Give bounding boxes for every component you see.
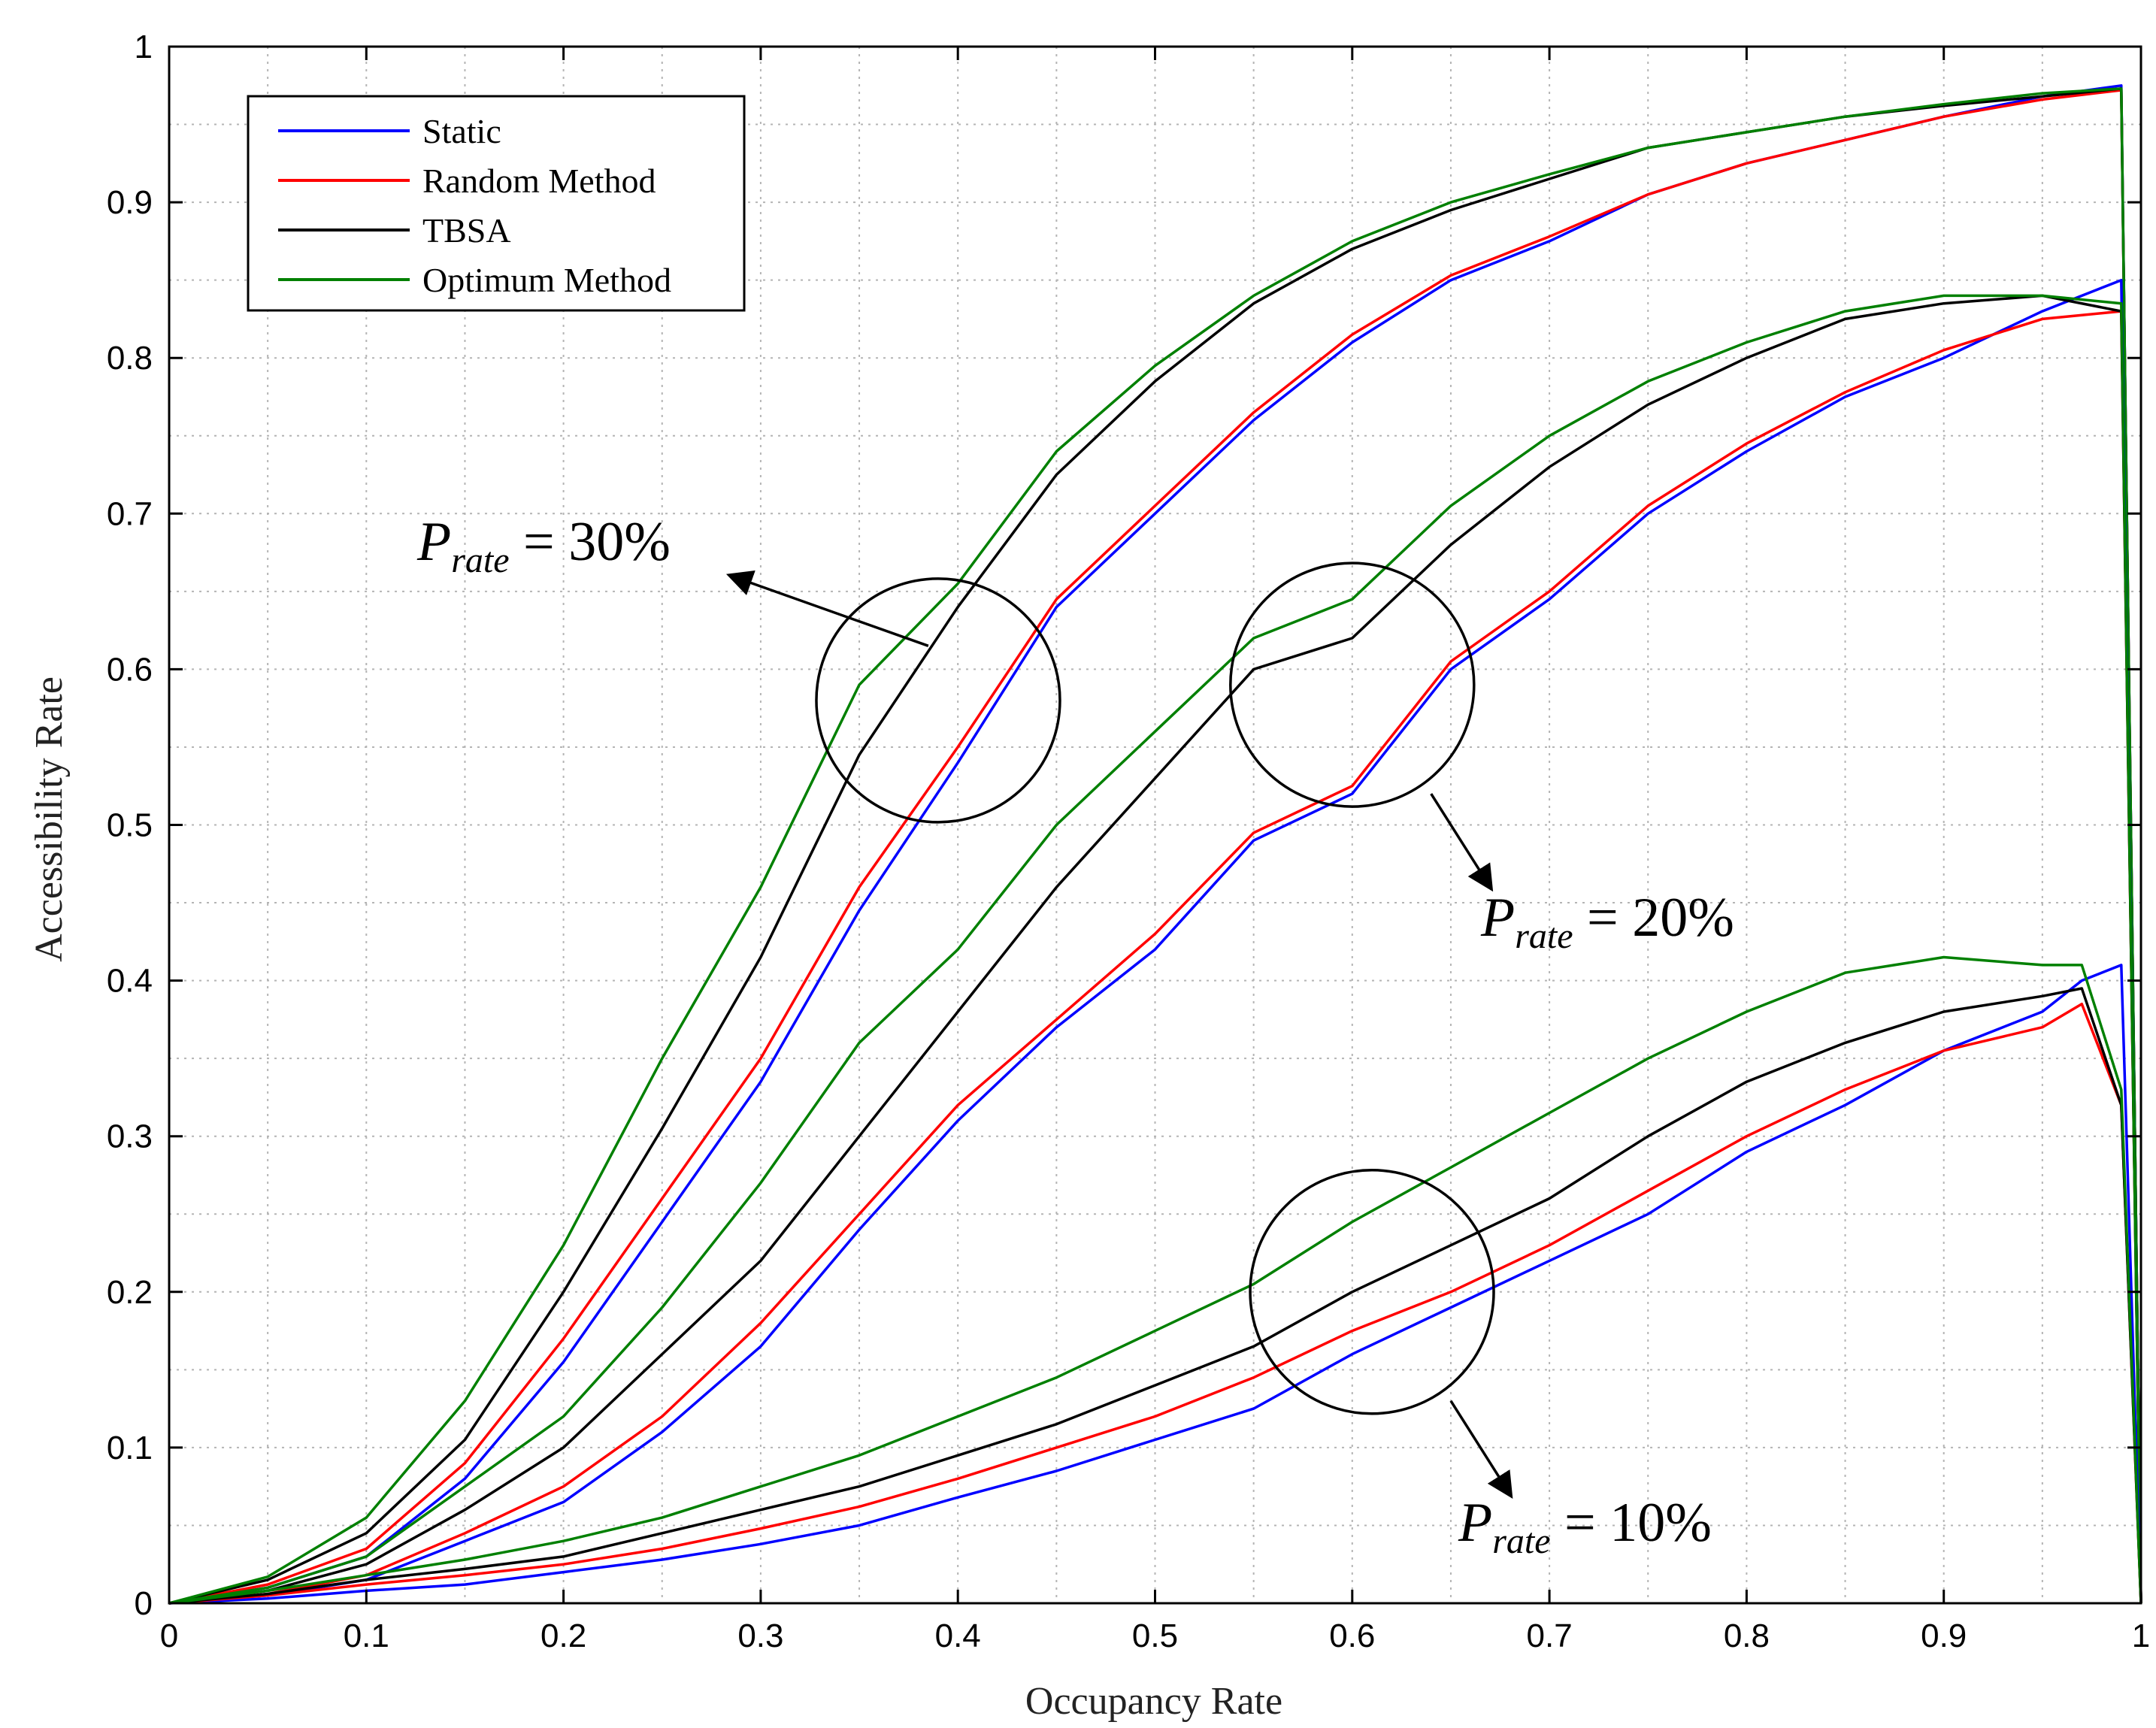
x-tick-label: 1 [2132,1618,2150,1654]
legend-label: Static [422,112,501,150]
series-line-random-method-group-1 [168,89,2142,1605]
series-line-tbsa-group-2 [168,294,2142,1605]
series-line-optimum-method-group-2 [168,294,2142,1605]
highlight-circle [1229,561,1476,808]
annotation-subscript: rate [1492,1521,1550,1561]
x-tick-label: 0.1 [344,1618,389,1654]
y-tick-label: 0.7 [107,495,153,532]
legend-label: Random Method [422,162,656,200]
y-tick-label: 0 [135,1585,153,1622]
annotation-value: = 10% [1551,1492,1712,1554]
x-tick-label: 0.3 [737,1618,783,1654]
annotation-p: P [1458,1492,1492,1554]
x-tick-label: 0.5 [1132,1618,1178,1654]
annotation-p: P [1480,887,1515,949]
annotation-arrow [725,570,929,647]
y-tick-label: 0.4 [107,963,153,1000]
y-tick-label: 0.3 [107,1118,153,1155]
ticks: 0 0.1 0.2 0.3 0.4 0.5 0.6 0.7 0.8 0.9 1 0 0.1 0.2 0.3 0… [107,29,2150,1654]
annotation-arrow [1449,1400,1513,1499]
legend-label: Optimum Method [422,261,671,299]
x-tick-label: 0 [160,1618,178,1654]
x-tick-label: 0.4 [935,1618,981,1654]
y-tick-label: 0.9 [107,184,153,221]
series-line-random-method-group-2 [168,310,2142,1605]
legend-label: TBSA [422,211,511,250]
annotation-label: Prate = 10% [1458,1492,1712,1561]
annotation-subscript: rate [451,540,509,580]
y-axis-label: Accessibility Rate [28,676,71,962]
series-layer [168,84,2142,1605]
x-axis-label: Occupancy Rate [1025,1680,1282,1723]
series-line-static-group-3 [168,964,2142,1605]
x-tick-label: 0.6 [1329,1618,1375,1654]
highlight-circle [1249,1169,1495,1415]
legend: Static Random Method TBSA Optimum Method [247,95,746,312]
annotation-subscript: rate [1515,916,1573,956]
y-tick-label: 0.1 [107,1430,153,1466]
annotation-label: Prate = 30% [416,511,671,580]
x-tick-label: 0.9 [1921,1618,1967,1654]
y-tick-label: 0.2 [107,1274,153,1311]
series-line-static-group-2 [168,278,2142,1605]
highlight-circle [815,577,1061,824]
grid [169,47,2141,1603]
annotations: Prate = 30%Prate = 20%Prate = 10% [416,511,1734,1561]
series-line-random-method-group-3 [168,1002,2142,1605]
annotation-arrow [1430,793,1494,892]
annotation-value: = 30% [510,511,671,573]
y-tick-label: 0.5 [107,807,153,844]
x-tick-label: 0.2 [541,1618,586,1654]
annotation-value: = 20% [1573,887,1734,949]
annotation-p: P [416,511,451,573]
y-tick-label: 0.8 [107,340,153,377]
series-line-tbsa-group-3 [168,987,2142,1605]
y-tick-label: 1 [135,29,153,65]
x-tick-label: 0.8 [1724,1618,1770,1654]
x-tick-label: 0.7 [1527,1618,1573,1654]
y-tick-label: 0.6 [107,651,153,688]
series-line-optimum-method-group-3 [168,955,2142,1605]
series-line-optimum-method-group-1 [168,87,2142,1605]
annotation-label: Prate = 20% [1480,887,1734,956]
